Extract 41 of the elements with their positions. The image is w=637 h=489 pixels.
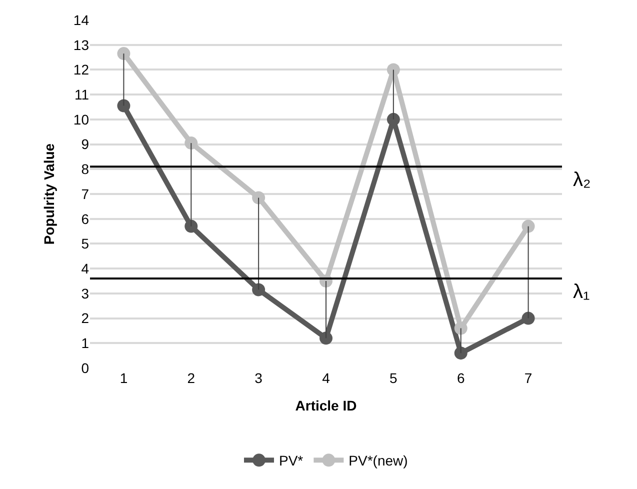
x-tick-label: 2 bbox=[187, 370, 196, 386]
y-tick-label: 0 bbox=[81, 360, 90, 376]
y-tick-label: 1 bbox=[81, 335, 90, 352]
point bbox=[252, 283, 266, 296]
point bbox=[117, 47, 130, 60]
legend-label: PV*(new) bbox=[348, 452, 408, 469]
point bbox=[454, 322, 468, 335]
point bbox=[522, 312, 535, 325]
point bbox=[386, 63, 400, 76]
y-tick-label: 11 bbox=[74, 86, 90, 102]
y-tick-label: 3 bbox=[81, 285, 90, 302]
point bbox=[184, 220, 198, 233]
y-tick-label: 14 bbox=[73, 12, 90, 28]
y-tick-label: 9 bbox=[81, 136, 90, 152]
x-tick-label: 5 bbox=[390, 370, 398, 386]
point bbox=[522, 220, 535, 233]
y-tick-label: 12 bbox=[73, 62, 90, 78]
x-tick-label: 4 bbox=[322, 370, 330, 386]
y-tick-label: 6 bbox=[81, 210, 90, 227]
y-tick-label: 4 bbox=[81, 260, 90, 276]
y-tick-label: 8 bbox=[81, 161, 90, 178]
y-axis-title: Populrity Value bbox=[41, 143, 58, 245]
x-tick-label: 6 bbox=[456, 370, 465, 386]
point bbox=[320, 332, 332, 345]
y-tick-label: 5 bbox=[81, 236, 90, 252]
y-tick-label: 7 bbox=[81, 186, 90, 202]
point bbox=[386, 112, 400, 126]
point bbox=[252, 191, 266, 204]
point bbox=[184, 136, 198, 150]
y-tick-label: 13 bbox=[73, 36, 90, 53]
x-tick-label: 7 bbox=[524, 370, 532, 386]
x-tick-label: 3 bbox=[254, 370, 263, 386]
ref-line-label: λ₁ bbox=[573, 281, 590, 303]
ref-line-label: λ₂ bbox=[573, 169, 591, 191]
legend-label: PV* bbox=[279, 452, 304, 469]
point bbox=[117, 99, 130, 112]
x-axis-title: Article ID bbox=[295, 397, 357, 414]
point bbox=[454, 346, 468, 360]
x-tick-label: 1 bbox=[120, 370, 128, 386]
y-tick-label: 2 bbox=[81, 310, 90, 326]
y-tick-label: 10 bbox=[73, 111, 90, 128]
